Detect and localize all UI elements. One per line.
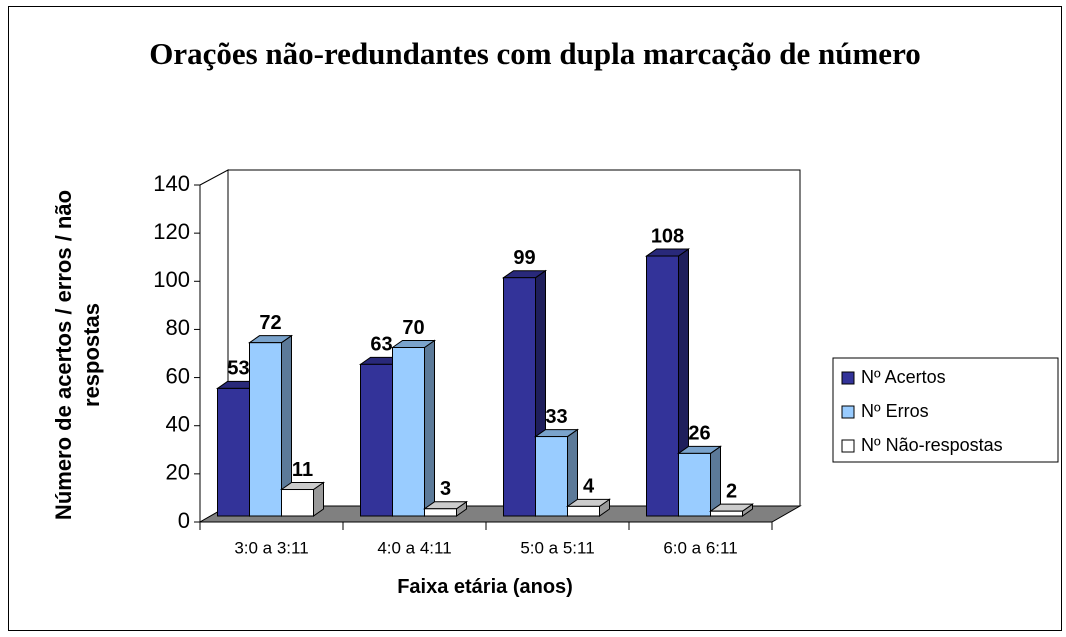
y-tick-label: 40 bbox=[166, 412, 190, 437]
bar bbox=[424, 508, 457, 517]
bar bbox=[392, 347, 425, 517]
x-tick-label: 6:0 a 6:11 bbox=[663, 538, 737, 557]
y-tick-label: 80 bbox=[166, 315, 190, 340]
data-label: 11 bbox=[292, 459, 313, 481]
y-tick-label: 100 bbox=[153, 267, 190, 292]
legend-box bbox=[832, 357, 1059, 463]
x-axis-label: Faixa etária (anos) bbox=[397, 576, 573, 598]
data-label: 4 bbox=[583, 476, 595, 498]
data-label: 26 bbox=[688, 423, 710, 445]
x-tick-label: 5:0 a 5:11 bbox=[520, 538, 594, 557]
legend-swatch bbox=[841, 439, 855, 453]
data-label: 53 bbox=[227, 358, 249, 380]
legend-swatch bbox=[841, 405, 855, 419]
data-label: 72 bbox=[259, 312, 281, 334]
bar bbox=[360, 363, 393, 517]
data-label: 63 bbox=[370, 334, 392, 356]
x-tick-label: 4:0 a 4:11 bbox=[377, 538, 451, 557]
bar bbox=[678, 452, 711, 517]
chart-title: Orações não-redundantes com dupla marcaç… bbox=[149, 36, 921, 71]
bar bbox=[503, 277, 536, 517]
x-tick-label: 3:0 a 3:11 bbox=[234, 538, 308, 557]
y-tick-label: 140 bbox=[153, 171, 190, 196]
legend-label: Nº Não-respostas bbox=[861, 435, 1003, 455]
data-label: 2 bbox=[726, 480, 737, 502]
y-tick-label: 0 bbox=[178, 508, 190, 533]
y-tick-label: 20 bbox=[166, 460, 190, 485]
chart-frame bbox=[8, 6, 1062, 631]
bar bbox=[217, 387, 250, 517]
legend-swatch bbox=[841, 371, 855, 385]
data-label: 108 bbox=[651, 225, 684, 247]
legend-label: Nº Acertos bbox=[861, 367, 946, 387]
bar bbox=[281, 489, 314, 517]
bar bbox=[646, 255, 679, 517]
y-tick-label: 60 bbox=[166, 363, 190, 388]
y-tick-label: 120 bbox=[153, 219, 190, 244]
bar bbox=[710, 510, 743, 517]
data-label: 99 bbox=[513, 247, 535, 269]
data-label: 70 bbox=[402, 317, 424, 339]
bar bbox=[535, 436, 568, 517]
data-label: 3 bbox=[440, 478, 451, 500]
bar-side bbox=[424, 339, 435, 517]
bar bbox=[567, 505, 600, 517]
data-label: 33 bbox=[545, 406, 567, 428]
bar bbox=[249, 342, 282, 517]
legend-label: Nº Erros bbox=[861, 401, 929, 421]
